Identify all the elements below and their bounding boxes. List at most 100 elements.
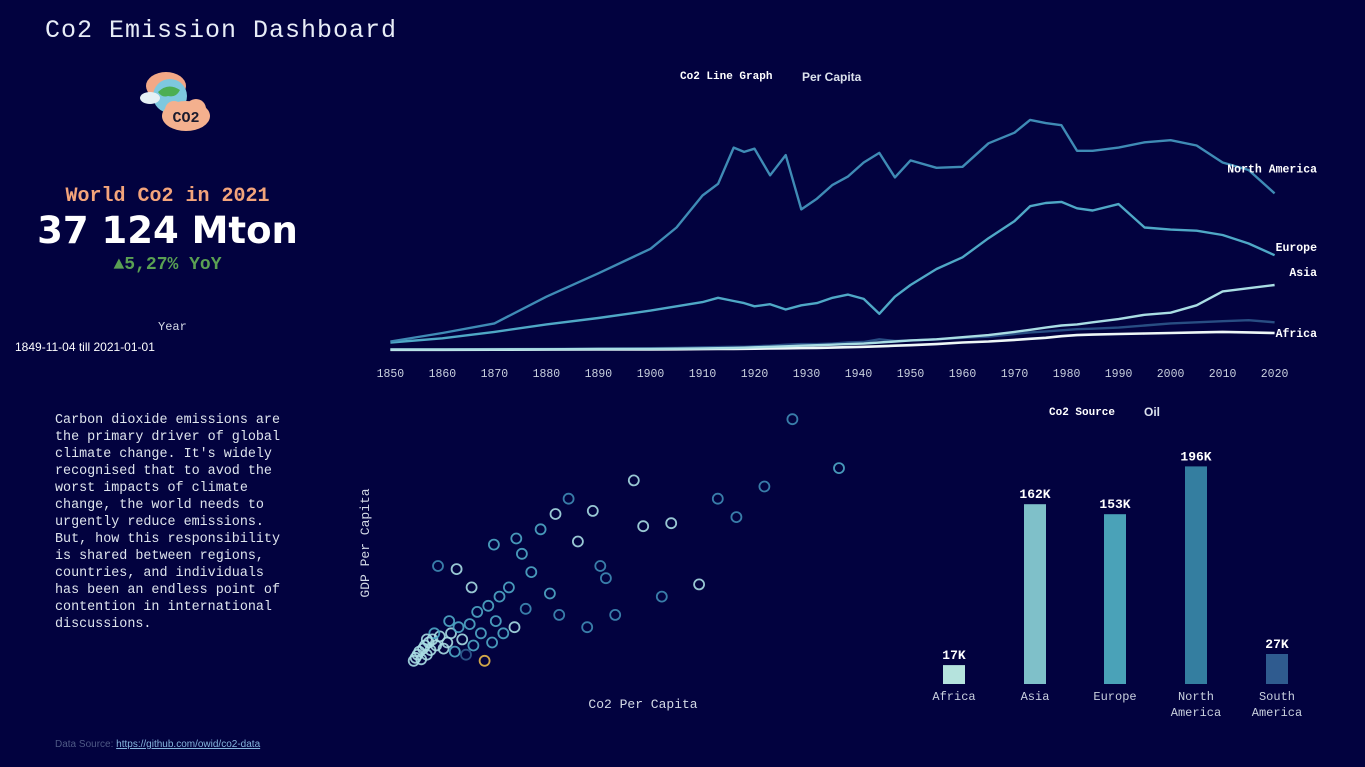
scatter-point xyxy=(581,621,594,634)
scatter-point xyxy=(471,605,484,618)
scatter-point xyxy=(407,654,420,667)
bar-asia xyxy=(1024,504,1046,684)
bar-category-label: North xyxy=(1178,690,1214,704)
scatter-point xyxy=(594,560,607,572)
x-tick-label: 1860 xyxy=(429,368,457,381)
logo-text: CO2 xyxy=(172,110,199,127)
x-tick-label: 1930 xyxy=(793,368,821,381)
scatter-point xyxy=(463,618,476,631)
data-source-link[interactable]: https://github.com/owid/co2-data xyxy=(116,739,261,750)
bar-chart-source[interactable]: Oil xyxy=(1144,405,1161,419)
co2-gdp-scatter-chart[interactable]: Co2 Per Capita GDP Per Capita xyxy=(350,400,910,720)
scatter-point xyxy=(497,627,510,640)
line-label-asia: Asia xyxy=(1289,267,1317,280)
line-label-north-america: North America xyxy=(1227,163,1317,176)
line-series-asia xyxy=(390,283,1275,351)
scatter-point xyxy=(450,563,463,576)
line-series-africa xyxy=(390,330,1275,352)
bar-africa xyxy=(943,665,965,684)
scatter-point xyxy=(426,633,439,646)
bar-category-label: America xyxy=(1252,706,1302,720)
scatter-point xyxy=(562,492,575,505)
bar-category-label: America xyxy=(1171,706,1221,720)
x-tick-label: 1960 xyxy=(949,368,977,381)
scatter-point xyxy=(437,642,450,655)
bar-category-label: Africa xyxy=(932,690,975,704)
x-tick-label: 1870 xyxy=(481,368,509,381)
dashboard-title: Co2 Emission Dashboard xyxy=(45,16,398,45)
scatter-point xyxy=(508,621,521,634)
scatter-point xyxy=(487,538,500,551)
scatter-point xyxy=(452,621,465,634)
bar-north-america xyxy=(1185,466,1207,684)
x-tick-label: 2020 xyxy=(1261,368,1289,381)
x-tick-label: 1850 xyxy=(377,368,405,381)
co2-source-bar-chart[interactable]: 17K Africa 162K Asia 153K Europe 196K North Amer… xyxy=(915,440,1345,725)
kpi-yoy-badge: ▲5,27% YoY xyxy=(113,255,222,275)
year-filter-label: Year xyxy=(158,320,187,334)
bar-south-america xyxy=(1266,654,1288,684)
scatter-point xyxy=(467,639,480,652)
scatter-point xyxy=(478,654,491,667)
x-tick-label: 2000 xyxy=(1157,368,1185,381)
scatter-point xyxy=(465,581,478,594)
scatter-point xyxy=(730,511,743,523)
x-tick-label: 1990 xyxy=(1105,368,1133,381)
bar-category-label: Asia xyxy=(1021,690,1050,704)
line-chart-title: Co2 Line Graph xyxy=(680,71,773,83)
scatter-point xyxy=(627,474,640,487)
data-source-footer: Data Source: https://github.com/owid/co2… xyxy=(55,739,260,750)
bar-chart-title: Co2 Source xyxy=(1049,407,1116,419)
scatter-point xyxy=(609,608,622,621)
bar-category-label: Europe xyxy=(1093,690,1136,704)
bar-value-label: 17K xyxy=(942,648,966,663)
description-text: Carbon dioxide emissions are the primary… xyxy=(55,413,280,632)
x-tick-label: 1920 xyxy=(741,368,769,381)
scatter-point xyxy=(543,587,556,600)
bar-value-label: 196K xyxy=(1180,449,1211,464)
line-label-europe: Europe xyxy=(1276,242,1318,255)
bar-value-label: 162K xyxy=(1019,487,1050,502)
scatter-point xyxy=(432,560,444,572)
x-tick-label: 1910 xyxy=(689,368,717,381)
scatter-point xyxy=(420,633,433,646)
scatter-point xyxy=(515,547,528,560)
earth-co2-cloud-icon: CO2 xyxy=(140,72,210,131)
line-series-europe xyxy=(390,200,1276,344)
scatter-point xyxy=(482,599,495,612)
x-tick-label: 1980 xyxy=(1053,368,1081,381)
x-tick-label: 1950 xyxy=(897,368,925,381)
scatter-point xyxy=(534,523,547,536)
line-series-north-america xyxy=(390,118,1276,343)
co2-line-chart[interactable]: North America Europe Asia Africa 1850 1860 187… xyxy=(360,95,1320,390)
line-chart-measure[interactable]: Per Capita xyxy=(802,70,862,84)
scatter-x-axis-label: Co2 Per Capita xyxy=(588,697,697,712)
scatter-point xyxy=(655,590,668,603)
scatter-point xyxy=(445,627,457,640)
scatter-point xyxy=(489,615,502,628)
scatter-point xyxy=(758,480,771,493)
bar-category-label: South xyxy=(1259,690,1295,704)
scatter-point xyxy=(553,608,566,621)
scatter-point xyxy=(571,535,584,548)
scatter-point xyxy=(428,627,441,640)
scatter-point xyxy=(549,508,562,520)
x-tick-label: 1900 xyxy=(637,368,665,381)
scatter-point xyxy=(486,636,499,649)
bar-value-label: 153K xyxy=(1099,497,1130,512)
scatter-point xyxy=(586,505,599,517)
scatter-point xyxy=(599,572,612,585)
line-label-africa: Africa xyxy=(1276,328,1318,341)
scatter-point xyxy=(448,645,461,658)
scatter-point xyxy=(525,566,538,579)
x-tick-label: 1940 xyxy=(845,368,873,381)
bar-value-label: 27K xyxy=(1265,637,1289,652)
scatter-point xyxy=(833,462,845,474)
scatter-point xyxy=(474,627,487,640)
x-tick-label: 1970 xyxy=(1001,368,1029,381)
x-tick-label: 2010 xyxy=(1209,368,1237,381)
scatter-point xyxy=(502,581,515,594)
year-filter-range[interactable]: 1849-11-04 till 2021-01-01 xyxy=(15,340,155,354)
scatter-point xyxy=(519,602,532,615)
scatter-point xyxy=(786,413,799,426)
